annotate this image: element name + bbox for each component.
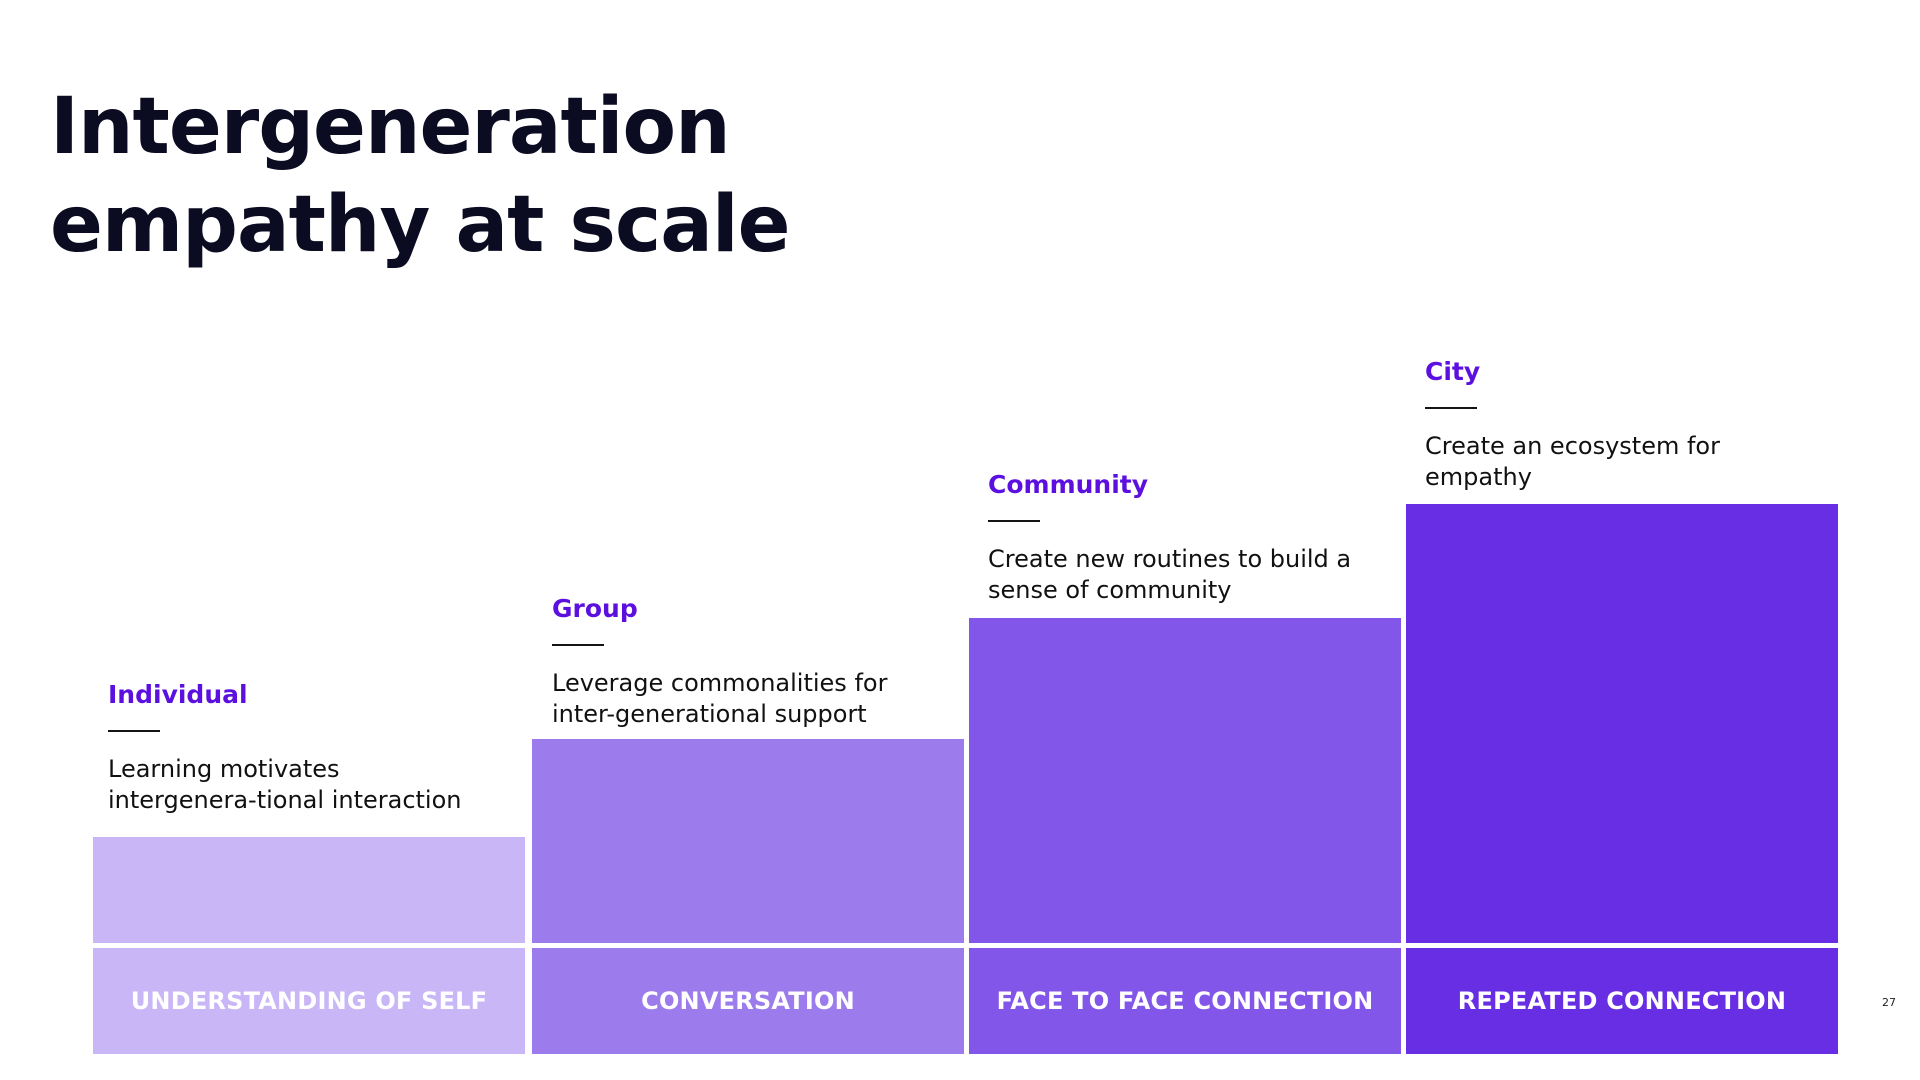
stage-divider	[108, 730, 160, 732]
stage-divider	[552, 644, 604, 646]
footer-cell-repeated-connection: REPEATED CONNECTION	[1406, 948, 1838, 1054]
stage-group: Group Leverage commonalities for inter-g…	[552, 594, 974, 730]
footer-cell-conversation: CONVERSATION	[532, 948, 964, 1054]
stage-description: Learning motivates intergenera-tional in…	[108, 755, 462, 814]
stage-divider	[988, 520, 1040, 522]
footer-cell-face-to-face-connection: FACE TO FACE CONNECTION	[969, 948, 1401, 1054]
stage-city: City Create an ecosystem for empathy	[1425, 357, 1847, 493]
stage-heading: Individual	[108, 680, 248, 709]
stage-heading: Community	[988, 470, 1149, 499]
footer-label: CONVERSATION	[641, 987, 855, 1015]
footer-label: REPEATED CONNECTION	[1457, 987, 1787, 1015]
stage-community: Community Create new routines to build a…	[988, 470, 1410, 606]
step-block-community	[969, 618, 1401, 943]
step-block-group	[532, 739, 964, 943]
slide-title-line-2: empathy at scale	[50, 180, 790, 270]
slide-title: Intergeneration empathy at scale	[50, 78, 790, 274]
stage-description: Create new routines to build a sense of …	[988, 545, 1352, 604]
footer-label: UNDERSTANDING OF SELF	[130, 987, 488, 1015]
slide-title-line-1: Intergeneration	[50, 82, 731, 172]
stage-divider	[1425, 407, 1477, 409]
stage-description: Create an ecosystem for empathy	[1425, 432, 1720, 491]
footer-cell-understanding-of-self: UNDERSTANDING OF SELF	[93, 948, 525, 1054]
step-block-city	[1406, 504, 1838, 943]
step-block-individual	[93, 837, 525, 943]
stage-individual: Individual Learning motivates intergener…	[108, 680, 530, 816]
page-number: 27	[1882, 996, 1896, 1009]
stage-heading: Group	[552, 594, 638, 623]
stage-description: Leverage commonalities for inter-generat…	[552, 669, 888, 728]
stage-heading: City	[1425, 357, 1481, 386]
footer-label: FACE TO FACE CONNECTION	[996, 987, 1374, 1015]
